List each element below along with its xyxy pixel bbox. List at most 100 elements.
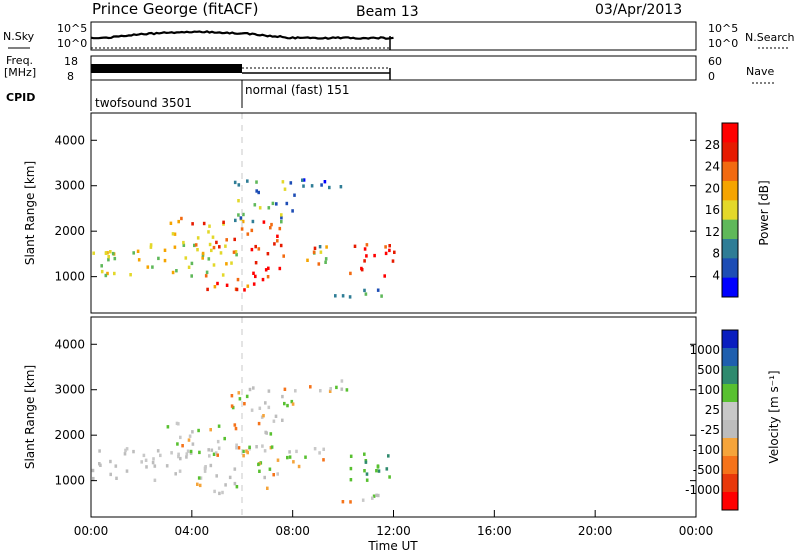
- station-title: Prince George (fitACF): [92, 0, 258, 18]
- heatmap-cell: [238, 446, 241, 449]
- x-tick-label: 16:00: [477, 524, 512, 538]
- heatmap-cell: [208, 257, 211, 260]
- heatmap-cell: [298, 465, 301, 468]
- heatmap-cell: [322, 448, 325, 451]
- beam-label: Beam 13: [356, 4, 419, 20]
- heatmap-cell: [286, 404, 289, 407]
- x-axis-ticks: 00:00 04:00 08:00 12:00 16:00 20:00 00:00: [74, 510, 714, 538]
- heatmap-cell: [383, 274, 386, 277]
- heatmap-cell: [276, 239, 279, 242]
- heatmap-cell: [293, 194, 296, 197]
- heatmap-cell: [363, 469, 366, 472]
- heatmap-cell: [237, 213, 240, 216]
- heatmap-cell: [377, 289, 380, 292]
- y-tick-label: 1000: [54, 270, 85, 284]
- heatmap-cell: [100, 264, 103, 267]
- heatmap-cell: [253, 282, 256, 285]
- y-tick-label: 1000: [54, 474, 85, 488]
- nave-tick-top: 60: [708, 55, 722, 68]
- heatmap-cell: [179, 436, 182, 439]
- heatmap-cell: [313, 251, 316, 254]
- heatmap-cell: [172, 232, 175, 235]
- heatmap-cell: [218, 245, 221, 248]
- heatmap-cell: [237, 278, 240, 281]
- heatmap-cell: [243, 402, 246, 405]
- heatmap-cell: [164, 259, 167, 262]
- heatmap-cell: [388, 475, 391, 478]
- heatmap-cell: [261, 444, 264, 447]
- colorbar-swatch: [722, 239, 738, 259]
- heatmap-cell: [257, 463, 260, 466]
- heatmap-cell: [272, 202, 275, 205]
- y-tick-label: 3000: [54, 179, 85, 193]
- heatmap-cell: [105, 274, 108, 277]
- heatmap-cell: [132, 450, 135, 453]
- heatmap-cell: [234, 467, 237, 470]
- heatmap-cell: [231, 394, 234, 397]
- heatmap-cell: [185, 455, 188, 458]
- heatmap-cell: [99, 464, 102, 467]
- heatmap-cell: [198, 476, 201, 479]
- power-panel: 1000200030004000 Slant Range [km] 481216…: [23, 113, 771, 313]
- heatmap-cell: [306, 259, 309, 262]
- heatmap-cell: [196, 248, 199, 251]
- heatmap-cell: [174, 472, 177, 475]
- heatmap-cell: [154, 464, 157, 467]
- heatmap-cell: [224, 483, 227, 486]
- heatmap-cell: [257, 191, 260, 194]
- heatmap-cell: [175, 269, 178, 272]
- colorbar-swatch: [722, 123, 738, 143]
- heatmap-cell: [262, 414, 265, 417]
- heatmap-cell: [152, 457, 155, 460]
- heatmap-cell: [206, 288, 209, 291]
- heatmap-cell: [320, 183, 323, 186]
- heatmap-cell: [254, 275, 257, 278]
- heatmap-cell: [255, 180, 258, 183]
- freq-bar-twofsound: [91, 64, 242, 73]
- heatmap-cell: [129, 273, 132, 276]
- heatmap-cell: [268, 206, 271, 209]
- power-y-ticks: 1000200030004000: [54, 133, 696, 283]
- heatmap-cell: [101, 270, 104, 273]
- y-tick-label: 4000: [54, 133, 85, 147]
- heatmap-cell: [292, 460, 295, 463]
- colorbar-tick-label: 500: [697, 363, 720, 377]
- heatmap-cell: [302, 184, 305, 187]
- heatmap-cell: [378, 469, 381, 472]
- heatmap-cell: [222, 273, 225, 276]
- heatmap-cell: [335, 386, 338, 389]
- heatmap-cell: [290, 181, 293, 184]
- heatmap-cell: [283, 402, 286, 405]
- colorbar-tick-label: -100: [693, 443, 720, 457]
- heatmap-cell: [329, 387, 332, 390]
- heatmap-cell: [216, 454, 219, 457]
- heatmap-cell: [218, 447, 221, 450]
- heatmap-cell: [207, 448, 210, 451]
- heatmap-cell: [247, 285, 250, 288]
- heatmap-cell: [213, 490, 216, 493]
- heatmap-cell: [280, 213, 283, 216]
- heatmap-cell: [213, 246, 216, 249]
- heatmap-cell: [243, 288, 246, 291]
- heatmap-cell: [235, 427, 238, 430]
- heatmap-cell: [238, 391, 241, 394]
- heatmap-cell: [201, 256, 204, 259]
- heatmap-cell: [166, 464, 169, 467]
- heatmap-cell: [294, 389, 297, 392]
- heatmap-cell: [208, 454, 211, 457]
- heatmap-cell: [325, 245, 328, 248]
- heatmap-cell: [318, 451, 321, 454]
- heatmap-cell: [92, 477, 95, 480]
- heatmap-cell: [275, 202, 278, 205]
- heatmap-cell: [170, 451, 173, 454]
- heatmap-cell: [270, 432, 273, 435]
- heatmap-cell: [255, 445, 258, 448]
- heatmap-cell: [205, 274, 208, 277]
- heatmap-cell: [350, 455, 353, 458]
- heatmap-cell: [157, 449, 160, 452]
- heatmap-cell: [114, 257, 117, 260]
- heatmap-cell: [217, 440, 220, 443]
- heatmap-cell: [177, 220, 180, 223]
- heatmap-cell: [206, 271, 209, 274]
- heatmap-cell: [301, 179, 304, 182]
